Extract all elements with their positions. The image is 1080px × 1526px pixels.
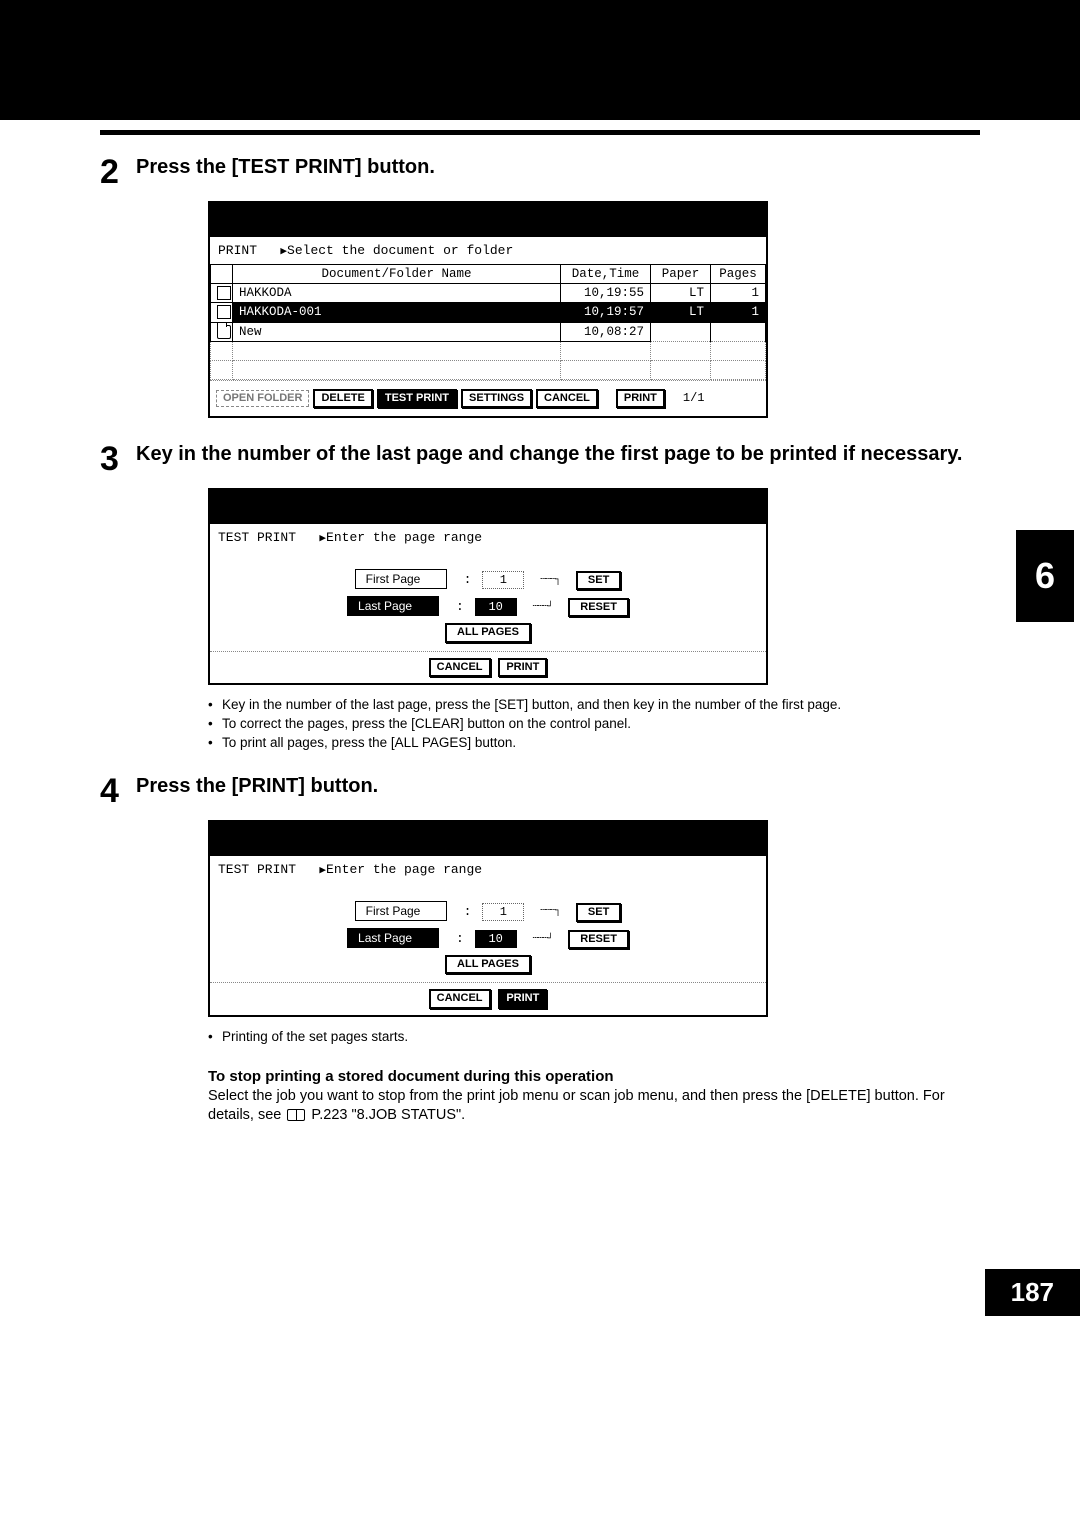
- note-item: Printing of the set pages starts.: [208, 1029, 980, 1044]
- step-number: 2: [100, 155, 136, 189]
- cancel-button[interactable]: CANCEL: [536, 389, 598, 408]
- table-row: [211, 341, 766, 360]
- cancel-button[interactable]: CANCEL: [429, 658, 491, 677]
- col-header-name: Document/Folder Name: [233, 265, 561, 284]
- print-button[interactable]: PRINT: [498, 658, 547, 677]
- col-header-datetime: Date,Time: [561, 265, 651, 284]
- settings-button[interactable]: SETTINGS: [461, 389, 532, 408]
- step-title: Press the [PRINT] button.: [136, 774, 980, 799]
- test-print-screen: TEST PRINT ▶Enter the page range First P…: [208, 488, 768, 685]
- screen-title: PRINT: [218, 243, 257, 258]
- document-icon: [217, 305, 231, 319]
- screen-title: TEST PRINT: [218, 530, 296, 545]
- step-title: Press the [TEST PRINT] button.: [136, 155, 980, 180]
- test-print-button[interactable]: TEST PRINT: [377, 389, 457, 408]
- last-page-label: Last Page: [347, 928, 439, 948]
- screen-prompt: Enter the page range: [326, 862, 482, 877]
- note-item: To print all pages, press the [ALL PAGES…: [208, 735, 980, 750]
- note-item: Key in the number of the last page, pres…: [208, 697, 980, 712]
- last-page-value[interactable]: 10: [475, 598, 517, 616]
- test-print-screen: TEST PRINT ▶Enter the page range First P…: [208, 820, 768, 1017]
- table-row-selected[interactable]: HAKKODA-001 10,19:57 LT 1: [211, 303, 766, 322]
- note-item: To correct the pages, press the [CLEAR] …: [208, 716, 980, 731]
- table-row[interactable]: HAKKODA 10,19:55 LT 1: [211, 284, 766, 303]
- first-page-value[interactable]: 1: [482, 903, 524, 921]
- reset-button[interactable]: RESET: [568, 930, 629, 949]
- step-title: Key in the number of the last page and c…: [136, 442, 980, 467]
- document-icon: [217, 286, 231, 300]
- folder-icon: [217, 325, 231, 339]
- delete-button[interactable]: DELETE: [313, 389, 372, 408]
- step-number: 3: [100, 442, 136, 476]
- set-button[interactable]: SET: [576, 903, 621, 922]
- page-counter: 1/1: [683, 391, 705, 405]
- first-page-value[interactable]: 1: [482, 571, 524, 589]
- screen-prompt: Select the document or folder: [287, 243, 513, 258]
- table-row: [211, 360, 766, 379]
- document-table: Document/Folder Name Date,Time Paper Pag…: [210, 264, 766, 380]
- cancel-button[interactable]: CANCEL: [429, 989, 491, 1008]
- col-header-paper: Paper: [651, 265, 711, 284]
- table-row[interactable]: New 10,08:27: [211, 322, 766, 341]
- last-page-value[interactable]: 10: [475, 930, 517, 948]
- all-pages-button[interactable]: ALL PAGES: [445, 623, 531, 642]
- stop-printing-heading: To stop printing a stored document durin…: [208, 1068, 980, 1085]
- last-page-label: Last Page: [347, 596, 439, 616]
- stop-printing-text: Select the job you want to stop from the…: [208, 1087, 980, 1126]
- step3-notes: Key in the number of the last page, pres…: [208, 697, 980, 750]
- col-header-pages: Pages: [711, 265, 766, 284]
- print-button[interactable]: PRINT: [616, 389, 665, 408]
- top-banner: [0, 0, 1080, 120]
- first-page-label: First Page: [355, 901, 447, 921]
- screen-prompt: Enter the page range: [326, 530, 482, 545]
- step4-notes: Printing of the set pages starts.: [208, 1029, 980, 1044]
- chapter-tab: 6: [1016, 530, 1074, 622]
- page-number: 187: [985, 1269, 1080, 1316]
- all-pages-button[interactable]: ALL PAGES: [445, 955, 531, 974]
- step-number: 4: [100, 774, 136, 808]
- book-icon: [287, 1109, 305, 1121]
- reset-button[interactable]: RESET: [568, 598, 629, 617]
- open-folder-button: OPEN FOLDER: [216, 390, 309, 407]
- print-list-screen: PRINT ▶Select the document or folder Doc…: [208, 201, 768, 418]
- screen-title: TEST PRINT: [218, 862, 296, 877]
- first-page-label: First Page: [355, 569, 447, 589]
- set-button[interactable]: SET: [576, 571, 621, 590]
- print-button[interactable]: PRINT: [498, 989, 547, 1008]
- section-rule: [100, 130, 980, 135]
